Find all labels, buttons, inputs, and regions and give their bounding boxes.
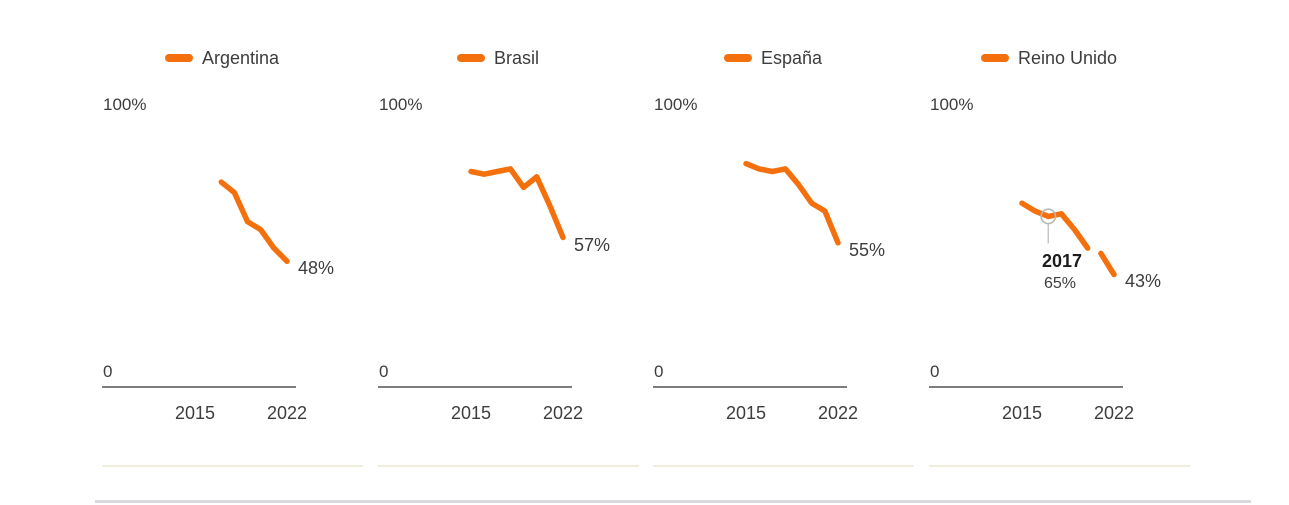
x-axis-line xyxy=(102,386,296,388)
chart-panel-espana: España 100% 55% 0 2015 2022 xyxy=(653,0,929,480)
panel-separator-line xyxy=(378,465,639,467)
annotation-value-label: 65% xyxy=(1044,275,1077,292)
legend-dash-icon xyxy=(980,54,1009,62)
legend-dash-icon xyxy=(164,54,193,62)
line-plot xyxy=(218,179,290,265)
chart-panel-argentina: Argentina 100% 48% 0 2015 2022 xyxy=(102,0,378,480)
trend-line xyxy=(743,160,841,246)
line-plot xyxy=(468,166,566,241)
legend-dash-icon xyxy=(723,54,752,62)
panel-separator-line xyxy=(102,465,363,467)
end-value-label: 48% xyxy=(298,258,335,278)
bottom-divider xyxy=(95,500,1251,503)
annotation-marker[interactable] xyxy=(1040,208,1057,225)
chart-panel-reino-unido: Reino Unido 100% 2017 65% 43% 0 2015 202… xyxy=(929,0,1205,480)
legend-espana: España xyxy=(653,47,893,69)
x-tick-2015: 2015 xyxy=(725,403,767,423)
legend-brasil: Brasil xyxy=(378,47,618,69)
legend-label: Argentina xyxy=(201,47,280,68)
y-axis-max-label: 100% xyxy=(654,95,698,114)
y-axis-max-label: 100% xyxy=(103,95,147,114)
legend-dash-icon xyxy=(456,54,485,62)
end-value-label: 43% xyxy=(1125,271,1162,291)
x-tick-2015: 2015 xyxy=(450,403,492,423)
chart-panel-brasil: Brasil 100% 57% 0 2015 2022 xyxy=(378,0,654,480)
x-tick-2022: 2022 xyxy=(817,403,859,423)
x-tick-2022: 2022 xyxy=(542,403,584,423)
x-tick-2015: 2015 xyxy=(1001,403,1043,423)
y-axis-max-label: 100% xyxy=(930,95,974,114)
y-axis-zero-label: 0 xyxy=(379,362,389,381)
legend-label: Reino Unido xyxy=(1017,47,1118,68)
panel-separator-line xyxy=(653,465,914,467)
y-axis-max-label: 100% xyxy=(379,95,423,114)
x-tick-2022: 2022 xyxy=(1093,403,1135,423)
legend-label: Brasil xyxy=(493,47,539,68)
x-axis-line xyxy=(929,386,1123,388)
x-tick-2015: 2015 xyxy=(174,403,216,423)
trend-line xyxy=(468,166,566,241)
legend-argentina: Argentina xyxy=(102,47,342,69)
panel-separator-line xyxy=(929,465,1190,467)
y-axis-zero-label: 0 xyxy=(654,362,664,381)
end-value-label: 57% xyxy=(574,235,611,255)
trend-line xyxy=(1098,250,1117,278)
x-axis-line xyxy=(653,386,847,388)
line-plot xyxy=(1019,200,1117,278)
annotation-year-label: 2017 xyxy=(1042,251,1083,271)
y-axis-zero-label: 0 xyxy=(930,362,940,381)
end-value-label: 55% xyxy=(849,240,886,260)
x-tick-2022: 2022 xyxy=(266,403,308,423)
legend-label: España xyxy=(760,47,823,68)
trend-line xyxy=(1019,200,1091,251)
trend-line xyxy=(218,179,290,265)
line-plot xyxy=(743,160,841,246)
y-axis-zero-label: 0 xyxy=(103,362,113,381)
legend-reino-unido: Reino Unido xyxy=(929,47,1169,69)
x-axis-line xyxy=(378,386,572,388)
